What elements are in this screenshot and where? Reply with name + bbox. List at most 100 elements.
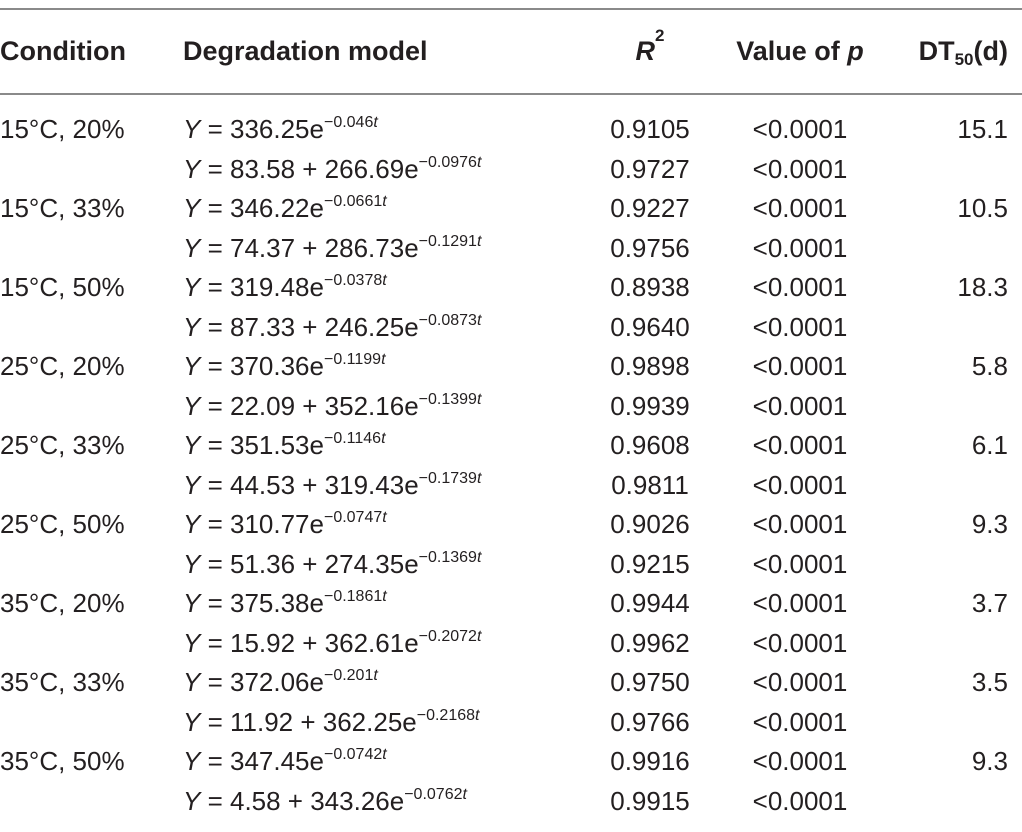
equation-exponent: −0.1146t <box>324 430 386 447</box>
equation-lhs: Y <box>183 114 201 144</box>
dt50-cell: 15.1 <box>957 114 1008 144</box>
equation-equals: = <box>200 548 230 579</box>
degradation-model-cell: Y = 22.09 + 352.16e−0.1399t <box>183 387 481 427</box>
equation-equals: = <box>200 746 230 776</box>
equation-equals: = <box>200 627 230 658</box>
p-value-cell: <0.0001 <box>752 706 848 737</box>
dt50-cell: 5.8 <box>971 351 1008 381</box>
condition-cell: 15°C, 20% <box>0 114 125 144</box>
equation-lhs: Y <box>183 351 201 381</box>
degradation-model-cell: Y = 347.45e−0.0742t <box>183 742 387 782</box>
equation-exponent-variable: t <box>475 706 480 724</box>
degradation-model-cell: Y = 370.36e−0.1199t <box>183 347 386 387</box>
equation-exponent-variable: t <box>476 627 482 645</box>
equation-exponent-coefficient: −0.1369 <box>418 548 477 566</box>
equation-exponent-variable: t <box>382 588 387 605</box>
equation-body: 22.09 + 352.16e <box>229 390 419 421</box>
equation-exponent-coefficient: −0.1146 <box>323 430 382 447</box>
degradation-model-cell: Y = 11.92 + 362.25e−0.2168t <box>183 703 479 743</box>
equation-exponent-coefficient: −0.0747 <box>323 509 383 526</box>
equation-lhs: Y <box>183 706 201 737</box>
header-p-variable: p <box>847 36 864 66</box>
p-value-cell: <0.0001 <box>752 311 848 342</box>
equation-exponent-variable: t <box>382 509 387 526</box>
equation-body: 370.36e <box>229 351 324 381</box>
equation-lhs: Y <box>183 588 201 618</box>
equation-lhs: Y <box>183 746 201 776</box>
table-row: 35°C, 20% Y = 375.38e−0.1861t 0.9944 <0.000… <box>0 584 1022 624</box>
condition-cell: 15°C, 33% <box>0 193 125 223</box>
condition-cell: 25°C, 20% <box>0 351 125 381</box>
header-p-prefix: Value of <box>736 36 848 66</box>
dt50-cell: 18.3 <box>957 272 1008 302</box>
dt50-cell: 3.5 <box>971 667 1008 697</box>
equation-equals: = <box>200 785 230 816</box>
dt50-cell: 9.3 <box>971 509 1008 539</box>
dt50-cell <box>880 545 1008 585</box>
equation-exponent-variable: t <box>382 272 387 289</box>
table-row: Y = 51.36 + 274.35e−0.1369t 0.9215 <0.0001 <box>0 545 1022 585</box>
equation-body: 336.25e <box>229 114 324 144</box>
equation-exponent-coefficient: −0.0661 <box>323 193 383 210</box>
equation-equals: = <box>200 390 230 421</box>
table-row: Y = 11.92 + 362.25e−0.2168t 0.9766 <0.0001 <box>0 703 1022 743</box>
condition-cell: 25°C, 33% <box>0 430 125 460</box>
table-row: Y = 74.37 + 286.73e−0.1291t 0.9756 <0.0001 <box>0 229 1022 269</box>
equation-lhs: Y <box>183 390 201 421</box>
dt50-cell <box>880 229 1008 269</box>
header-r-squared: R2 <box>620 27 680 72</box>
dt50-cell <box>880 308 1008 348</box>
degradation-model-cell: Y = 372.06e−0.201t <box>183 663 378 703</box>
table-top-rule <box>0 8 1022 10</box>
header-r-squared-superscript: 2 <box>655 26 665 45</box>
degradation-model-cell: Y = 87.33 + 246.25e−0.0873t <box>183 308 481 348</box>
table-row: 15°C, 20% Y = 336.25e−0.046t 0.9105 <0.0001… <box>0 110 1022 150</box>
r-squared-cell: 0.9227 <box>610 193 690 223</box>
equation-lhs: Y <box>183 272 201 302</box>
equation-exponent-variable: t <box>476 469 482 487</box>
condition-cell: 35°C, 50% <box>0 746 125 776</box>
equation-exponent-variable: t <box>476 390 482 408</box>
equation-body: 11.92 + 362.25e <box>229 706 417 737</box>
p-value-cell: <0.0001 <box>752 351 848 381</box>
equation-exponent: −0.0747t <box>324 509 387 526</box>
equation-exponent-variable: t <box>476 232 482 250</box>
equation-body: 319.48e <box>229 272 324 302</box>
equation-lhs: Y <box>183 430 201 460</box>
equation-exponent: −0.0976t <box>419 154 482 171</box>
equation-exponent-variable: t <box>373 667 378 684</box>
dt50-cell: 9.3 <box>971 746 1008 776</box>
equation-lhs: Y <box>183 232 201 263</box>
degradation-model-cell: Y = 4.58 + 343.26e−0.0762t <box>183 782 467 822</box>
equation-exponent-coefficient: −0.0762 <box>404 785 463 803</box>
p-value-cell: <0.0001 <box>752 509 848 539</box>
dt50-cell <box>880 703 1008 743</box>
equation-exponent-coefficient: −0.0873 <box>418 311 477 329</box>
degradation-model-cell: Y = 83.58 + 266.69e−0.0976t <box>183 150 481 190</box>
table-row: Y = 83.58 + 266.69e−0.0976t 0.9727 <0.0001 <box>0 150 1022 190</box>
table-body: 15°C, 20% Y = 336.25e−0.046t 0.9105 <0.0001… <box>0 110 1022 821</box>
degradation-model-cell: Y = 15.92 + 362.61e−0.2072t <box>183 624 481 664</box>
table-row: Y = 4.58 + 343.26e−0.0762t 0.9915 <0.0001 <box>0 782 1022 822</box>
r-squared-cell: 0.8938 <box>610 272 690 302</box>
equation-exponent-coefficient: −0.2168 <box>416 706 476 724</box>
condition-cell: 35°C, 33% <box>0 667 125 697</box>
p-value-cell: <0.0001 <box>752 114 848 144</box>
equation-body: 4.58 + 343.26e <box>229 785 405 816</box>
p-value-cell: <0.0001 <box>752 469 848 500</box>
equation-exponent-coefficient: −0.1861 <box>323 588 383 605</box>
header-value-of-p: Value of p <box>725 30 875 72</box>
table-row: Y = 15.92 + 362.61e−0.2072t 0.9962 <0.0001 <box>0 624 1022 664</box>
equation-equals: = <box>200 667 230 697</box>
equation-equals: = <box>200 588 230 618</box>
equation-equals: = <box>200 272 230 302</box>
r-squared-cell: 0.9608 <box>610 430 690 460</box>
equation-exponent-coefficient: −0.046 <box>323 114 374 131</box>
r-squared-cell: 0.9939 <box>610 390 690 421</box>
equation-exponent: −0.0762t <box>404 786 467 803</box>
table-row: 25°C, 50% Y = 310.77e−0.0747t 0.9026 <0.000… <box>0 505 1022 545</box>
equation-exponent: −0.2168t <box>417 707 480 724</box>
equation-body: 83.58 + 266.69e <box>229 153 419 184</box>
p-value-cell: <0.0001 <box>752 153 848 184</box>
header-dt50: DT50(d) <box>900 30 1022 72</box>
